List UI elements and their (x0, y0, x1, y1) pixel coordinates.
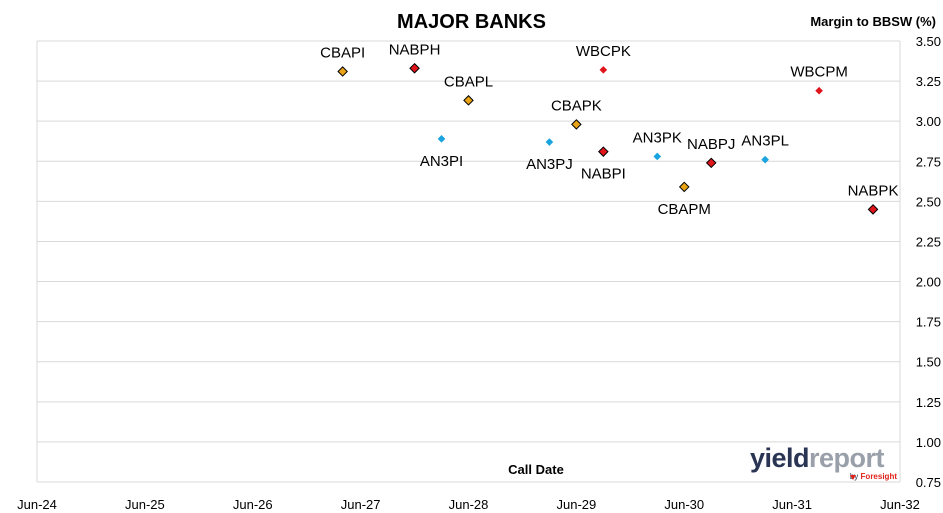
y-tick-label: 3.00 (916, 114, 941, 129)
x-tick-label: Jun-27 (341, 497, 381, 512)
data-point (545, 138, 554, 146)
data-point (337, 66, 348, 77)
x-tick-label: Jun-32 (880, 497, 920, 512)
y-tick-label: 3.50 (916, 34, 941, 49)
data-label: WBCPM (790, 64, 848, 81)
y-tick-label: 2.00 (916, 275, 941, 290)
x-axis-label: Call Date (508, 462, 564, 477)
chart-title: MAJOR BANKS (397, 11, 546, 33)
data-label: NABPH (389, 41, 441, 58)
x-axis-ticks: Jun-24 Jun-25 Jun-26 Jun-27 Jun-28 Jun-29 Jun-… (17, 497, 920, 512)
yieldreport-logo: yieldreport by Foresight (750, 445, 900, 485)
data-point (599, 66, 608, 74)
logo-byline-name: Foresight (860, 472, 897, 481)
data-point (437, 135, 446, 143)
y-axis-ticks: 0.75 1.00 1.25 1.50 1.75 2.00 2.25 2.50 2.75 3.00… (916, 34, 941, 490)
data-label: WBCPK (576, 43, 631, 60)
x-tick-label: Jun-31 (772, 497, 812, 512)
data-label: NABPJ (687, 136, 735, 153)
data-label: AN3PL (741, 133, 789, 150)
data-label: AN3PJ (526, 156, 573, 173)
data-point (678, 181, 690, 193)
x-tick-label: Jun-24 (17, 497, 57, 512)
data-label: NABPI (581, 166, 626, 183)
y-tick-label: 2.50 (916, 194, 941, 209)
data-points (337, 62, 879, 215)
data-point (867, 204, 879, 215)
data-label: AN3PI (420, 153, 463, 170)
data-point (653, 152, 662, 161)
x-tick-label: Jun-30 (664, 497, 704, 512)
data-point (463, 95, 474, 106)
x-tick-label: Jun-29 (557, 497, 597, 512)
y-tick-label: 1.00 (916, 435, 941, 450)
data-label: NABPK (848, 182, 899, 199)
data-label: CBAPM (658, 201, 711, 218)
gridlines (36, 40, 901, 483)
data-label: AN3PK (633, 129, 682, 146)
logo-word-report: report (809, 443, 885, 473)
y-tick-label: 0.75 (916, 475, 941, 490)
data-point (598, 146, 609, 157)
x-tick-label: Jun-25 (125, 497, 165, 512)
logo-word-yield: yield (750, 443, 810, 473)
data-label: CBAPK (551, 97, 602, 114)
data-point (761, 155, 769, 164)
y-tick-label: 3.25 (916, 74, 941, 89)
data-label: CBAPL (444, 73, 493, 90)
y-tick-label: 1.25 (916, 395, 941, 410)
logo-byline: by Foresight (850, 472, 897, 481)
y-tick-label: 2.75 (916, 154, 941, 169)
data-point (705, 157, 717, 169)
y-tick-label: 1.50 (916, 355, 941, 370)
y-tick-label: 1.75 (916, 315, 941, 330)
x-tick-label: Jun-28 (449, 497, 489, 512)
x-tick-label: Jun-26 (233, 497, 273, 512)
data-point (571, 119, 582, 130)
data-point (409, 62, 420, 74)
data-point (815, 86, 823, 95)
y-tick-label: 2.25 (916, 234, 941, 249)
data-label: CBAPI (320, 44, 365, 61)
logo-arrow-icon (850, 475, 856, 480)
y-axis-label: Margin to BBSW (%) (810, 14, 936, 29)
